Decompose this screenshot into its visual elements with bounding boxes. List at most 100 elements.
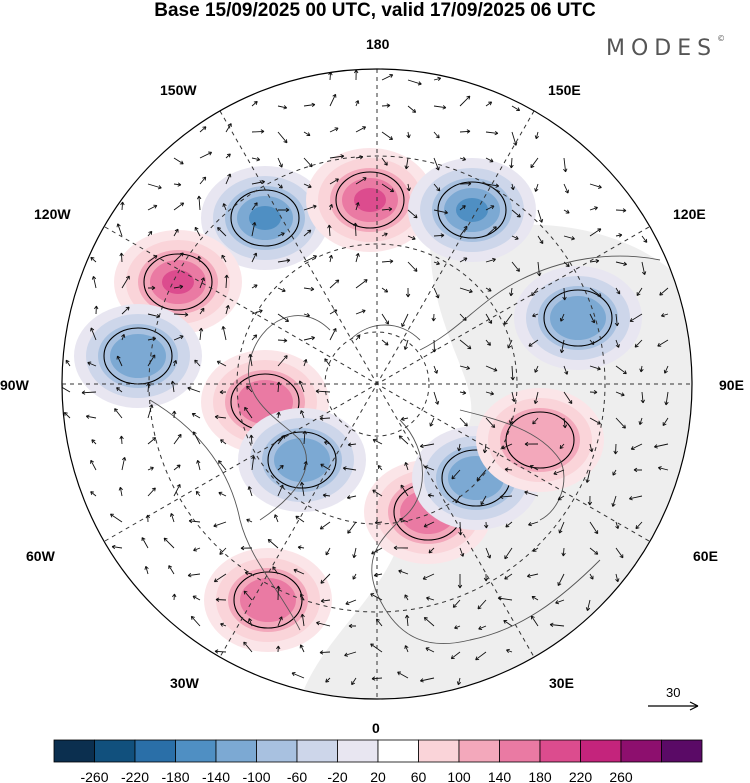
wind-vector [455,495,461,504]
wind-vector [147,466,154,471]
wind-vector [633,467,643,473]
wind-vector [63,411,71,419]
wind-vector [277,616,283,627]
lon-label-120w: 120W [34,206,71,222]
wind-vector [589,313,596,324]
wind-vector [433,209,449,215]
wind-vector [120,201,125,211]
wind-vector [505,521,513,528]
wind-vector [422,573,435,580]
wind-vector [300,613,305,627]
wind-vector [426,596,435,601]
wind-vector [457,443,462,452]
wind-vector [433,131,440,139]
wind-vector [225,304,230,315]
wind-vector [615,391,625,397]
colorbar-box [418,739,460,763]
wind-vector [243,590,253,601]
colorbar-box [499,739,541,763]
wind-vector [322,493,331,498]
wind-vector [352,547,357,559]
wind-vector [485,157,494,163]
wind-vector [197,255,202,263]
wind-vector [173,433,182,445]
wind-vector [272,566,279,575]
wind-vector [172,593,177,601]
colorbar-box [53,739,95,763]
wind-vector [352,573,357,580]
wind-vector [225,173,232,185]
wind-vector [404,645,409,653]
wind-vector [404,614,410,627]
wind-vector [81,390,97,395]
wind-vector [277,338,288,343]
wind-vector [277,434,286,445]
wind-vector [615,339,620,348]
wind-vector [634,339,643,348]
wind-vector [381,183,395,193]
wind-vector [85,414,97,419]
wind-vector [407,209,418,219]
wind-vector [615,521,620,530]
wind-vector [327,224,332,237]
negative-anomaly-contour [110,334,166,378]
wind-vector [347,521,357,534]
wind-vector [404,462,409,471]
wind-vector [173,228,179,237]
colorbar-tick-label: 180 [528,769,552,783]
wind-vector [300,593,305,601]
wind-vector [316,621,331,627]
wind-vector [459,225,468,237]
wind-vector [432,339,437,353]
wind-vector [251,100,258,107]
wind-vector [222,203,227,211]
wind-vector [433,105,447,110]
wind-vector [277,183,283,189]
wind-vector [147,313,161,319]
wind-vector [653,443,669,449]
wind-vector [303,183,312,189]
wind-vector [354,69,359,81]
wind-vector [303,460,308,471]
wind-vector [427,493,435,498]
wind-vector [119,435,124,445]
wind-vector [450,651,461,660]
wind-vector [400,484,409,497]
wind-vector [589,183,602,189]
wind-vector [274,514,279,523]
wind-vector [381,259,394,264]
colorbar [53,739,703,763]
wind-vector [459,339,472,350]
streamline-loop [437,181,507,239]
lon-label-90e: 90E [719,377,744,393]
wind-vector [504,467,513,472]
wind-vector [277,207,290,213]
wind-vector [589,390,598,395]
wind-vector [243,641,253,653]
wind-vector [141,537,149,549]
wind-vector [90,256,97,263]
wind-vector [407,261,418,272]
colorbar-labels: -260 -220 -180 -140 -100 -60 -20 20 60 100 140 180 2… [80,769,632,783]
wind-vector [433,183,441,192]
wind-vector [173,252,184,263]
colorbar-tick-label: 20 [370,769,386,783]
colorbar-box [580,739,622,763]
wind-vector [407,105,417,113]
wind-vector [173,360,178,367]
wind-vector [482,443,488,454]
wind-vector [419,677,435,683]
wind-vector [433,391,440,405]
wind-vector [353,222,358,237]
wind-vector [325,677,331,683]
wind-vector [561,547,566,557]
wind-vector [534,365,539,373]
reference-vector-label: 30 [666,685,681,700]
wind-vector [558,521,565,534]
wind-vector [504,573,513,580]
wind-vector [559,339,565,354]
wind-vector [213,521,227,528]
wind-vector [277,258,291,263]
wind-vector [404,157,409,170]
wind-vector [199,307,205,315]
